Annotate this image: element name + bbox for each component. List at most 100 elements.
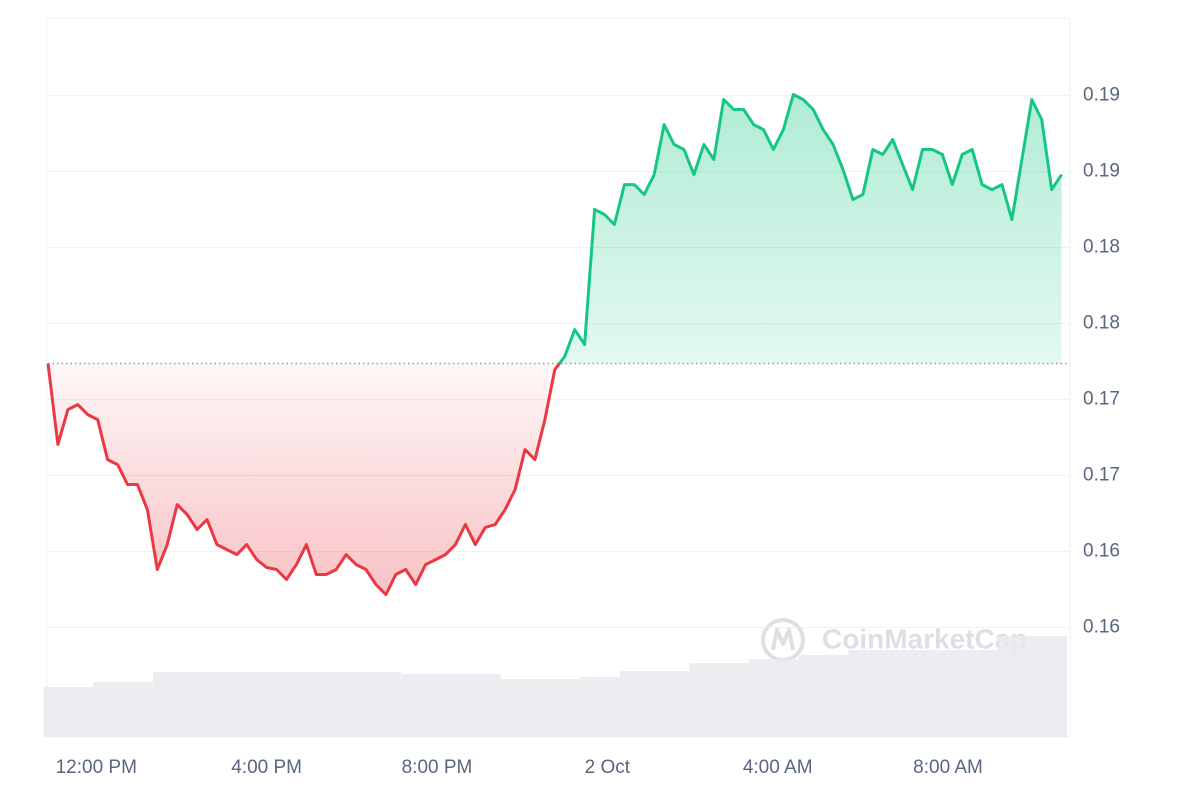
volume-bar (848, 650, 859, 737)
volume-bar (1057, 636, 1068, 737)
volume-bar (1037, 636, 1048, 737)
volume-bar (878, 650, 889, 737)
y-tick-label: 0.18 (1083, 313, 1120, 334)
volume-bar (908, 650, 919, 737)
volume-bar (689, 663, 700, 737)
volume-bar (83, 687, 94, 737)
volume-bar (540, 679, 551, 737)
volume-bar (609, 677, 620, 737)
volume-bar (590, 677, 601, 737)
volume-bar (888, 650, 899, 737)
volume-bar (431, 674, 442, 737)
volume-bar (351, 672, 362, 737)
volume-bar (311, 672, 322, 737)
volume-bar (232, 672, 243, 737)
volume-bar (739, 663, 750, 737)
y-tick-label: 0.16 (1083, 541, 1120, 562)
volume-bar (649, 671, 660, 737)
volume-bar (600, 677, 610, 737)
volume-bar (828, 655, 839, 737)
y-tick-label: 0.17 (1083, 389, 1120, 410)
volume-bar (331, 672, 342, 737)
volume-bar (1047, 636, 1058, 737)
volume-bar (132, 682, 143, 737)
volume-bar (709, 663, 720, 737)
volume-bar (977, 650, 988, 737)
volume-bar (570, 679, 581, 737)
y-tick-label: 0.19 (1083, 161, 1120, 182)
volume-bar (997, 636, 1008, 737)
volume-bar (838, 655, 849, 737)
volume-bar (272, 672, 283, 737)
volume-bar (619, 671, 630, 737)
x-tick-label: 12:00 PM (56, 757, 137, 778)
volume-bar (391, 672, 402, 737)
volume-bar (480, 674, 491, 737)
watermark-logo (761, 618, 805, 662)
volume-bar (401, 674, 412, 737)
y-tick-label: 0.18 (1083, 237, 1120, 258)
volume-bar (560, 679, 571, 737)
volume-bar (510, 679, 521, 737)
volume-bar (162, 672, 173, 737)
volume-bar (639, 671, 650, 737)
volume-bar (520, 679, 531, 737)
x-tick-label: 8:00 AM (913, 757, 983, 778)
volume-bar (759, 659, 769, 737)
volume-bar (898, 650, 909, 737)
volume-bar (1007, 636, 1018, 737)
watermark: CoinMarketCap (822, 623, 1027, 654)
volume-bar (212, 672, 223, 737)
x-tick-label: 8:00 PM (402, 757, 473, 778)
volume-bar (868, 650, 879, 737)
volume-bar (242, 672, 253, 737)
x-tick-label: 4:00 PM (231, 757, 302, 778)
volume-bar (947, 650, 958, 737)
volume-bar (113, 682, 124, 737)
volume-bar (1027, 636, 1038, 737)
volume-bar (321, 672, 332, 737)
volume-bar (1017, 636, 1028, 737)
y-tick-label: 0.19 (1083, 85, 1120, 106)
volume-bar (262, 672, 273, 737)
x-tick-label: 2 Oct (585, 757, 631, 778)
volume-bar (788, 659, 799, 737)
volume-bar (441, 674, 451, 737)
volume-bar (659, 671, 670, 737)
volume-bar (252, 672, 263, 737)
volume-bar (629, 671, 640, 737)
volume-bar (818, 655, 829, 737)
volume-bar (679, 671, 690, 737)
volume-bar (291, 672, 302, 737)
volume-bar (858, 650, 869, 737)
volume-bar (341, 672, 352, 737)
volume-bar (530, 679, 541, 737)
volume-bar (550, 679, 561, 737)
volume-bar (927, 650, 938, 737)
volume-bar (729, 663, 740, 737)
volume-bar (222, 672, 233, 737)
volume-bar (103, 682, 114, 737)
volume-bar (490, 674, 501, 737)
volume-bar (918, 650, 928, 737)
price-area (48, 94, 1062, 595)
volume-bar (808, 655, 819, 737)
volume-bar (421, 674, 432, 737)
volume-bar (93, 682, 104, 737)
volume-bar (937, 650, 948, 737)
volume-bar (301, 672, 312, 737)
volume-bar (470, 674, 481, 737)
x-tick-label: 4:00 AM (743, 757, 813, 778)
volume-bar (669, 671, 680, 737)
volume-bar (152, 672, 163, 737)
volume-bar (361, 672, 372, 737)
y-tick-label: 0.16 (1083, 617, 1120, 638)
volume-bar (123, 682, 133, 737)
volume-bar (411, 674, 422, 737)
volume-bar (719, 663, 730, 737)
volume-bar (202, 672, 213, 737)
volume-bar (371, 672, 382, 737)
volume-bar (43, 687, 54, 737)
